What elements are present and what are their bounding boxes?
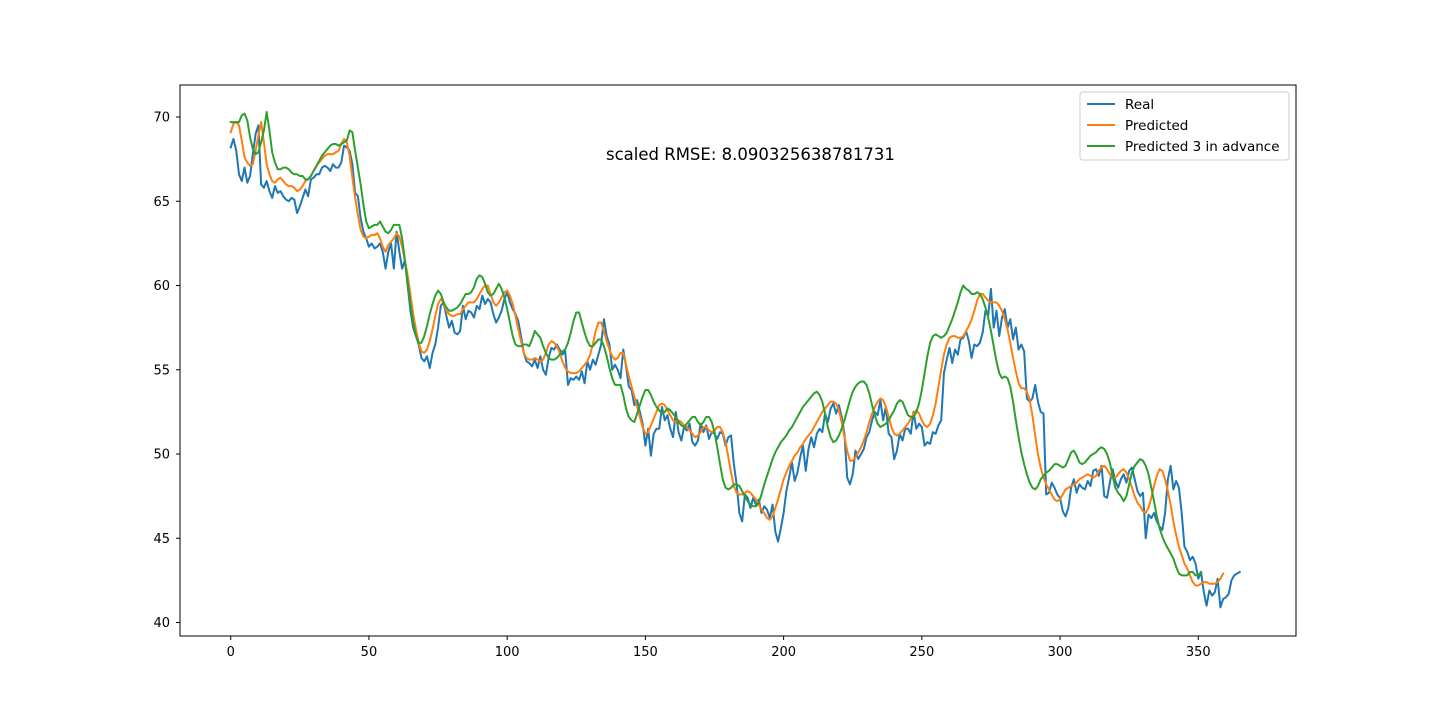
x-tick-label: 350: [1186, 645, 1211, 660]
rmse-annotation: scaled RMSE: 8.090325638781731: [606, 145, 895, 164]
y-tick-label: 65: [153, 195, 170, 210]
legend-label-0: Real: [1125, 97, 1154, 113]
x-tick-label: 200: [771, 645, 796, 660]
y-axis: 40 45 50 55 60 65 70: [153, 111, 180, 631]
y-tick-label: 55: [153, 363, 170, 378]
x-tick-label: 100: [495, 645, 520, 660]
legend: Real Predicted Predicted 3 in advance: [1079, 91, 1290, 161]
legend-label-2: Predicted 3 in advance: [1125, 139, 1280, 155]
legend-box: [1079, 91, 1290, 161]
y-tick-label: 60: [153, 279, 170, 294]
y-tick-label: 50: [153, 448, 170, 463]
x-tick-label: 0: [227, 645, 235, 660]
series-layer: [229, 110, 1242, 609]
y-tick-label: 45: [153, 532, 170, 547]
x-tick-label: 50: [361, 645, 378, 660]
x-tick-label: 250: [909, 645, 934, 660]
series-line-1: [229, 121, 1225, 587]
legend-items: Real Predicted Predicted 3 in advance: [1087, 97, 1280, 155]
x-tick-label: 300: [1048, 645, 1073, 660]
x-axis: 0 50 100 150 200 250 300 350: [227, 636, 1211, 660]
y-tick-label: 40: [153, 616, 170, 631]
plot-frame: [179, 84, 1297, 637]
x-tick-label: 150: [633, 645, 658, 660]
y-tick-label: 70: [153, 111, 170, 126]
series-line-2: [229, 110, 1203, 577]
legend-label-1: Predicted: [1125, 118, 1188, 134]
